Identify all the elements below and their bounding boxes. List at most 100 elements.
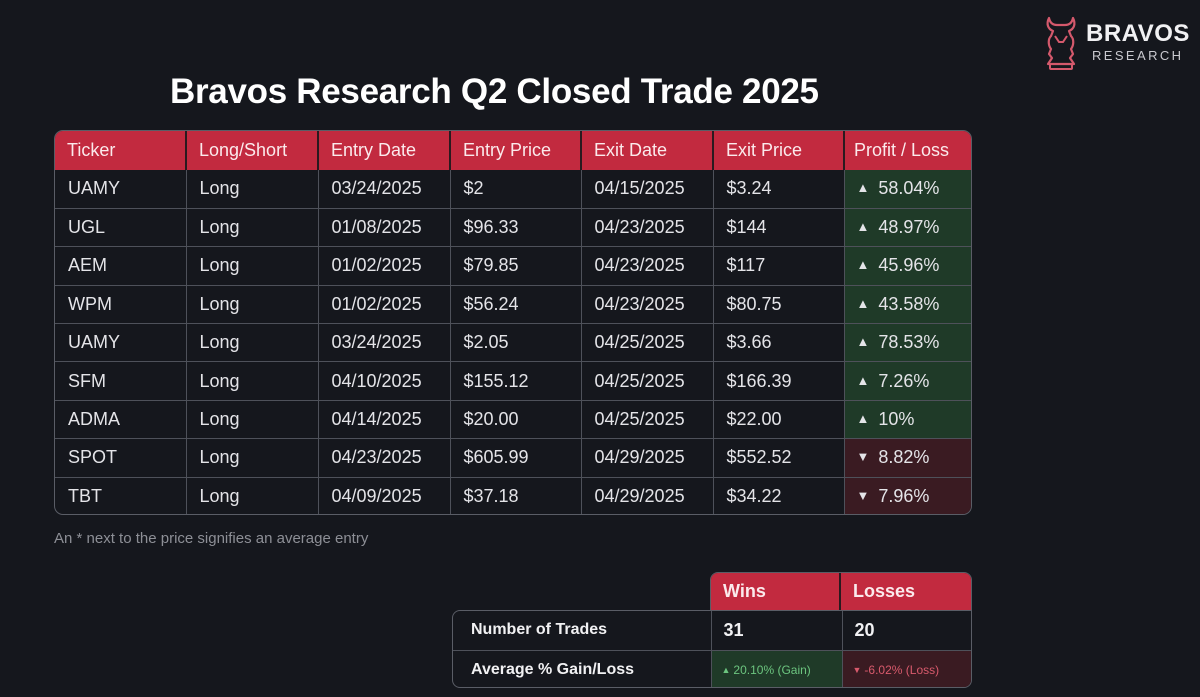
cell-exit-date: 04/23/2025 <box>581 246 714 286</box>
average-loss-value: -6.02% (Loss) <box>864 662 940 677</box>
triangle-up-icon: ▲ <box>856 411 870 427</box>
summary-label: Average % Gain/Loss <box>453 649 712 687</box>
logo-sub-text: RESEARCH <box>1092 48 1184 63</box>
profit-loss-value: 48.97% <box>878 217 940 238</box>
table-row: UGL Long 01/08/2025 $96.33 04/23/2025 $144 ▲ 48… <box>55 207 971 247</box>
triangle-up-icon: ▲ <box>856 180 870 196</box>
cell-entry-price: $155.12 <box>450 361 582 401</box>
profit-loss-value: 8.82% <box>878 447 930 468</box>
cell-profit-loss: ▲ 58.04% <box>844 170 971 209</box>
cell-long-short: Long <box>186 323 319 362</box>
cell-ticker: UGL <box>55 207 187 247</box>
table-row: ADMA Long 04/14/2025 $20.00 04/25/2025 $22.00… <box>55 399 971 439</box>
triangle-up-icon: ▲ <box>856 257 870 273</box>
cell-ticker: SPOT <box>55 438 187 478</box>
cell-exit-date: 04/29/2025 <box>581 476 714 514</box>
cell-profit-loss: ▲ 7.26% <box>844 361 971 401</box>
summary-header-wins: Wins <box>711 573 841 610</box>
table-row: SPOT Long 04/23/2025 $605.99 04/29/2025 $552.… <box>55 438 971 478</box>
cell-long-short: Long <box>186 476 319 514</box>
triangle-down-icon: ▼ <box>856 449 870 465</box>
losses-count: 20 <box>854 619 875 640</box>
cell-profit-loss: ▲ 43.58% <box>844 284 971 324</box>
cell-long-short: Long <box>186 438 319 478</box>
column-header-entry-price: Entry Price <box>450 131 582 170</box>
cell-exit-date: 04/25/2025 <box>581 361 714 401</box>
cell-entry-price: $2 <box>450 170 582 209</box>
cell-exit-date: 04/25/2025 <box>581 399 714 439</box>
cell-entry-date: 04/23/2025 <box>318 438 451 478</box>
cell-exit-date: 04/15/2025 <box>581 170 714 209</box>
profit-loss-value: 7.96% <box>878 486 930 507</box>
cell-entry-price: $20.00 <box>450 399 582 439</box>
cell-exit-price: $552.52 <box>713 438 845 478</box>
column-header-ticker: Ticker <box>55 131 187 170</box>
cell-ticker: SFM <box>55 361 187 401</box>
cell-long-short: Long <box>186 246 319 286</box>
brand-logo: BRAVOS RESEARCH <box>1040 10 1190 74</box>
cell-exit-date: 04/25/2025 <box>581 323 714 362</box>
profit-loss-value: 7.26% <box>878 370 930 391</box>
cell-long-short: Long <box>186 170 319 209</box>
cell-long-short: Long <box>186 284 319 324</box>
table-row: SFM Long 04/10/2025 $155.12 04/25/2025 $166.3… <box>55 361 971 401</box>
column-header-profit-loss: Profit / Loss <box>844 131 971 170</box>
cell-entry-price: $2.05 <box>450 323 582 362</box>
closed-trades-table: Ticker Long/Short Entry Date Entry Price… <box>54 130 972 515</box>
column-header-exit-price: Exit Price <box>713 131 845 170</box>
cell-entry-price: $605.99 <box>450 438 582 478</box>
summary-row-average-gain-loss: Average % Gain/Loss ▲ 20.10% (Gain) ▼ -6.0… <box>453 649 971 687</box>
triangle-up-icon: ▲ <box>721 664 731 675</box>
cell-entry-date: 04/09/2025 <box>318 476 451 514</box>
cell-entry-date: 04/10/2025 <box>318 361 451 401</box>
cell-exit-price: $166.39 <box>713 361 845 401</box>
average-gain-cell: ▲ 20.10% (Gain) <box>711 649 843 687</box>
table-row: UAMY Long 03/24/2025 $2.05 04/25/2025 $3.66 ▲ 7… <box>55 323 971 362</box>
cell-entry-price: $96.33 <box>450 207 582 247</box>
cell-entry-price: $79.85 <box>450 246 582 286</box>
profit-loss-value: 43.58% <box>878 293 940 314</box>
page-title: Bravos Research Q2 Closed Trade 2025 <box>170 72 819 111</box>
profit-loss-value: 58.04% <box>878 178 940 199</box>
column-header-exit-date: Exit Date <box>581 131 714 170</box>
cell-ticker: UAMY <box>55 170 187 209</box>
cell-entry-date: 04/14/2025 <box>318 399 451 439</box>
cell-entry-date: 03/24/2025 <box>318 323 451 362</box>
cell-entry-date: 03/24/2025 <box>318 170 451 209</box>
table-row: TBT Long 04/09/2025 $37.18 04/29/2025 $34.22 ▼… <box>55 476 971 514</box>
cell-exit-date: 04/23/2025 <box>581 284 714 324</box>
profit-loss-value: 45.96% <box>878 255 940 276</box>
triangle-down-icon: ▼ <box>856 488 870 504</box>
cell-ticker: TBT <box>55 476 187 514</box>
triangle-up-icon: ▲ <box>856 372 870 388</box>
summary-row-number-of-trades: Number of Trades 31 20 <box>453 611 971 650</box>
cell-exit-price: $34.22 <box>713 476 845 514</box>
profit-loss-value: 10% <box>878 409 915 430</box>
logo-brand-text: BRAVOS <box>1086 20 1190 47</box>
wins-count: 31 <box>711 611 843 650</box>
column-header-long-short: Long/Short <box>186 131 319 170</box>
cell-long-short: Long <box>186 207 319 247</box>
cell-profit-loss: ▼ 7.96% <box>844 476 971 514</box>
column-header-entry-date: Entry Date <box>318 131 451 170</box>
cell-profit-loss: ▲ 78.53% <box>844 323 971 362</box>
average-loss-cell: ▼ -6.02% (Loss) <box>842 649 971 687</box>
summary-label: Number of Trades <box>453 611 712 650</box>
footnote: An * next to the price signifies an aver… <box>54 530 369 547</box>
triangle-up-icon: ▲ <box>856 295 870 311</box>
table-header-row: Ticker Long/Short Entry Date Entry Price… <box>55 131 971 170</box>
summary-header-losses: Losses <box>841 573 971 610</box>
profit-loss-value: 78.53% <box>878 332 940 353</box>
table-row: UAMY Long 03/24/2025 $2 04/15/2025 $3.24 ▲ 58.0… <box>55 170 971 209</box>
cell-entry-date: 01/02/2025 <box>318 246 451 286</box>
cell-profit-loss: ▼ 8.82% <box>844 438 971 478</box>
cell-profit-loss: ▲ 45.96% <box>844 246 971 286</box>
cell-exit-price: $3.66 <box>713 323 845 362</box>
triangle-down-icon: ▼ <box>852 664 862 675</box>
cell-entry-date: 01/02/2025 <box>318 284 451 324</box>
cell-ticker: AEM <box>55 246 187 286</box>
cell-entry-price: $56.24 <box>450 284 582 324</box>
cell-exit-price: $144 <box>713 207 845 247</box>
average-gain-value: 20.10% (Gain) <box>733 662 811 677</box>
cell-exit-price: $22.00 <box>713 399 845 439</box>
